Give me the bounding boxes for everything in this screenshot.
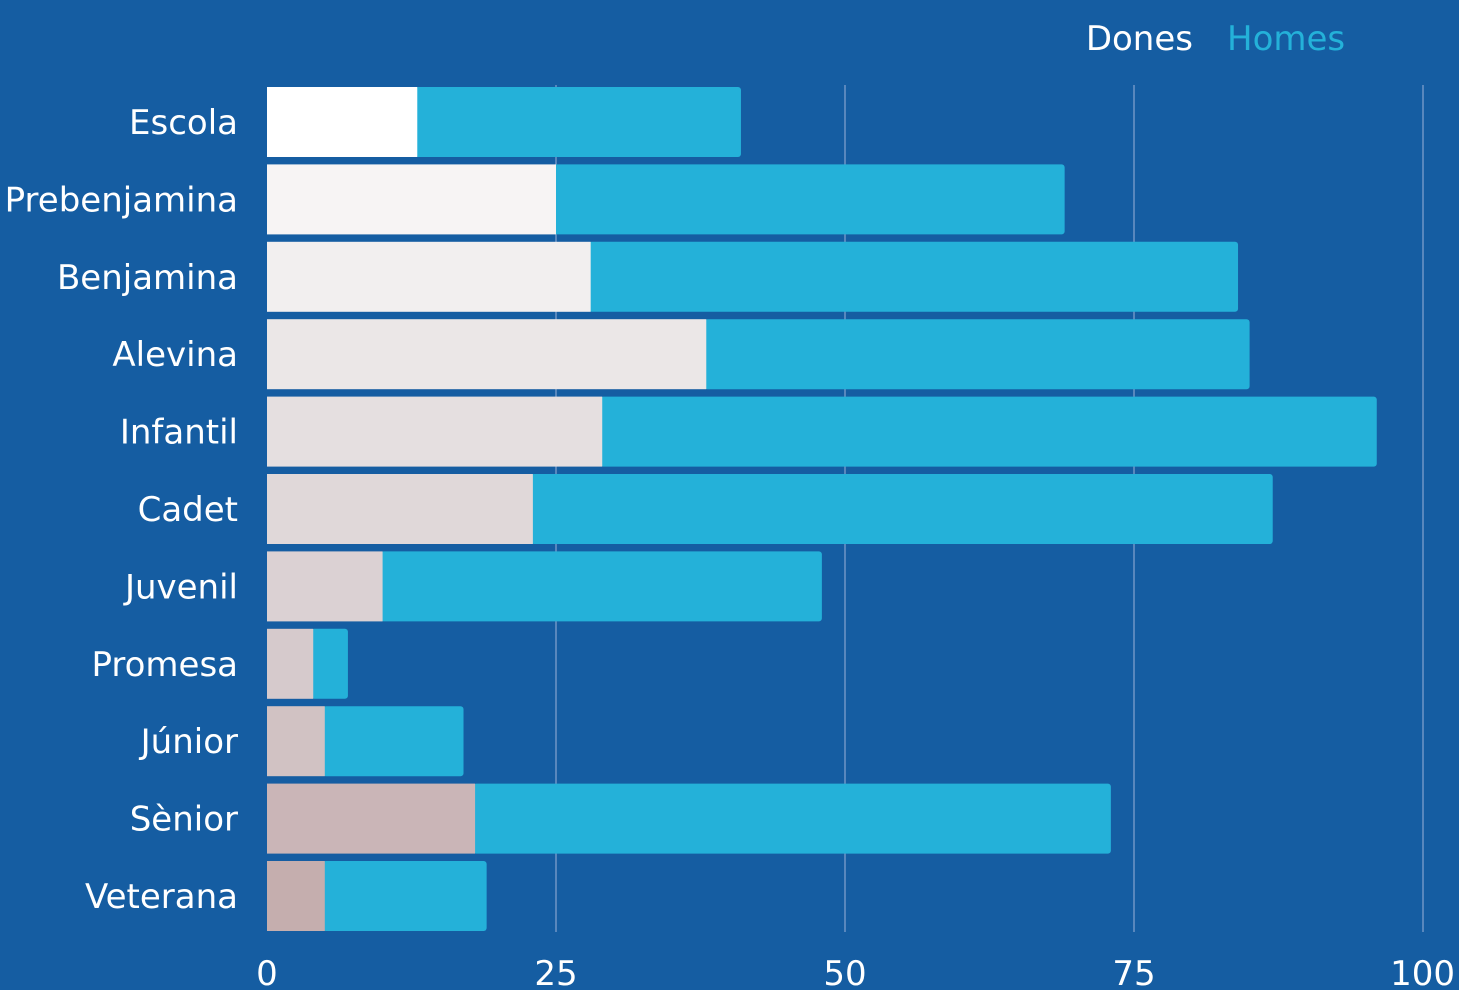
bar-dones-promesa bbox=[267, 628, 314, 699]
category-label-prebenjamina: Prebenjamina bbox=[5, 180, 238, 220]
category-label-escola: Escola bbox=[129, 103, 238, 143]
category-label-alevina: Alevina bbox=[112, 335, 238, 375]
bar-dones-prebenjamina bbox=[267, 164, 556, 235]
bar-dones-cadet bbox=[267, 474, 533, 544]
bar-dones-infantil bbox=[267, 396, 603, 467]
category-label-cadet: Cadet bbox=[138, 490, 238, 530]
x-tick-label-25: 25 bbox=[534, 954, 577, 990]
x-tick-label-0: 0 bbox=[256, 954, 278, 990]
category-label-promesa: Promesa bbox=[91, 645, 238, 685]
bar-homes-senior bbox=[473, 783, 1111, 854]
bar-homes-promesa bbox=[311, 628, 348, 699]
category-label-benjamina: Benjamina bbox=[57, 258, 238, 298]
x-tick-labels: 0 25 50 75 100 bbox=[256, 954, 1455, 990]
bar-homes-infantil bbox=[600, 396, 1377, 467]
category-label-infantil: Infantil bbox=[120, 413, 238, 453]
bar-homes-alevina bbox=[704, 319, 1250, 390]
legend-item-homes: Homes bbox=[1227, 19, 1345, 59]
bar-homes-benjamina bbox=[588, 241, 1239, 312]
bar-homes-prebenjamina bbox=[554, 164, 1065, 235]
x-tick-label-50: 50 bbox=[823, 954, 866, 990]
bar-homes-junior bbox=[322, 706, 464, 777]
bar-dones-veterana bbox=[267, 861, 325, 931]
bar-dones-escola bbox=[267, 87, 418, 157]
x-tick-label-100: 100 bbox=[1390, 954, 1455, 990]
bar-homes-juvenil bbox=[380, 551, 822, 622]
x-tick-label-75: 75 bbox=[1112, 954, 1155, 990]
legend-item-dones: Dones bbox=[1086, 19, 1193, 59]
category-label-veterana: Veterana bbox=[85, 877, 238, 917]
bar-dones-juvenil bbox=[267, 551, 383, 622]
bar-homes-cadet bbox=[530, 474, 1273, 544]
legend: Dones Homes bbox=[1086, 19, 1345, 59]
category-labels: Escola Prebenjamina Benjamina Alevina Infant… bbox=[5, 103, 238, 917]
category-label-senior: Sènior bbox=[130, 800, 238, 840]
bar-dones-alevina bbox=[267, 319, 707, 390]
category-label-junior: Júnior bbox=[139, 722, 238, 762]
bar-homes-veterana bbox=[322, 861, 487, 931]
category-label-juvenil: Juvenil bbox=[123, 567, 238, 607]
bar-dones-benjamina bbox=[267, 241, 591, 312]
bar-homes-escola bbox=[415, 87, 741, 157]
bar-dones-senior bbox=[267, 783, 476, 854]
bar-dones-junior bbox=[267, 706, 325, 777]
bars bbox=[267, 87, 1377, 931]
